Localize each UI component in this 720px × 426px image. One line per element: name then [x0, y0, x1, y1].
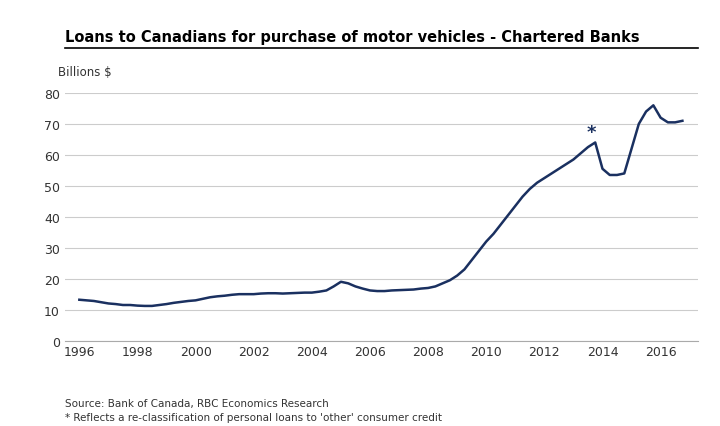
Text: Loans to Canadians for purchase of motor vehicles - Chartered Banks: Loans to Canadians for purchase of motor… [65, 30, 639, 45]
Text: *: * [586, 124, 595, 141]
Text: Billions $: Billions $ [58, 66, 112, 79]
Text: Source: Bank of Canada, RBC Economics Research
* Reflects a re-classification of: Source: Bank of Canada, RBC Economics Re… [65, 398, 442, 422]
